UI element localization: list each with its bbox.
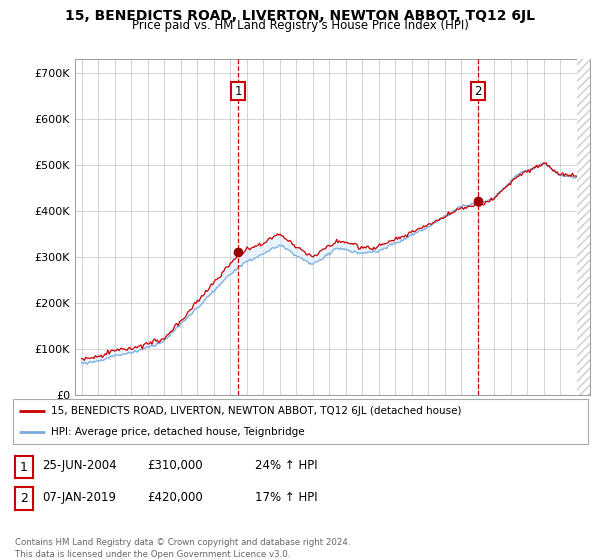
Text: £310,000: £310,000 [147, 459, 203, 473]
Text: £420,000: £420,000 [147, 491, 203, 504]
Text: 07-JAN-2019: 07-JAN-2019 [42, 491, 116, 504]
Text: 25-JUN-2004: 25-JUN-2004 [42, 459, 116, 473]
Text: Contains HM Land Registry data © Crown copyright and database right 2024.
This d: Contains HM Land Registry data © Crown c… [15, 538, 350, 559]
Text: 2: 2 [474, 85, 482, 97]
Text: 15, BENEDICTS ROAD, LIVERTON, NEWTON ABBOT, TQ12 6JL: 15, BENEDICTS ROAD, LIVERTON, NEWTON ABB… [65, 9, 535, 23]
Text: 15, BENEDICTS ROAD, LIVERTON, NEWTON ABBOT, TQ12 6JL (detached house): 15, BENEDICTS ROAD, LIVERTON, NEWTON ABB… [50, 406, 461, 416]
Text: 2: 2 [20, 492, 28, 505]
Text: 1: 1 [234, 85, 242, 97]
Polygon shape [577, 59, 590, 395]
Text: 17% ↑ HPI: 17% ↑ HPI [255, 491, 317, 504]
Text: 1: 1 [20, 460, 28, 474]
Text: HPI: Average price, detached house, Teignbridge: HPI: Average price, detached house, Teig… [50, 427, 304, 437]
Text: Price paid vs. HM Land Registry's House Price Index (HPI): Price paid vs. HM Land Registry's House … [131, 19, 469, 32]
Text: 24% ↑ HPI: 24% ↑ HPI [255, 459, 317, 473]
